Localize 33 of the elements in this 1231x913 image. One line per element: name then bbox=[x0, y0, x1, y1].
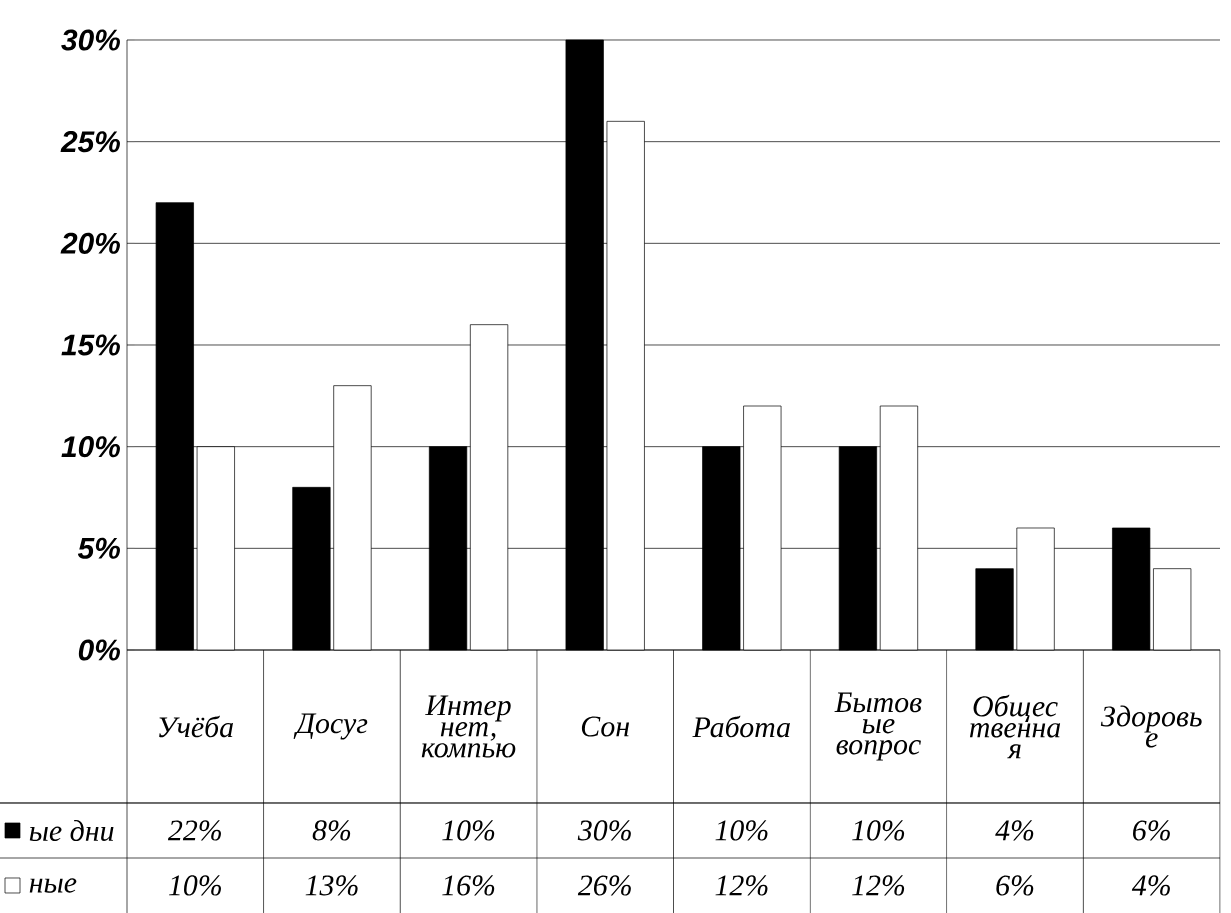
data-label: 12% bbox=[852, 875, 905, 896]
x-tick-label: Учёба bbox=[159, 715, 233, 738]
data-label: 6% bbox=[996, 875, 1034, 896]
y-tick-label: 30% bbox=[61, 29, 120, 51]
x-tick-label: Работа bbox=[692, 715, 790, 738]
legend-label: ые дни bbox=[29, 819, 114, 842]
y-tick-label: 15% bbox=[61, 334, 120, 356]
x-tick-label: Бытов ые вопрос bbox=[834, 692, 922, 761]
data-label: 4% bbox=[995, 820, 1034, 841]
data-label: 10% bbox=[852, 820, 905, 841]
y-tick-label: 20% bbox=[60, 232, 120, 254]
data-label: 4% bbox=[1131, 875, 1170, 896]
x-tick-label: Интер нет, компью bbox=[421, 695, 516, 758]
y-tick-label: 25% bbox=[60, 131, 120, 153]
y-tick-label: 5% bbox=[77, 537, 120, 559]
data-label: 8% bbox=[312, 820, 351, 841]
legend-label: ные bbox=[29, 878, 77, 893]
x-tick-label: Общес твенна я bbox=[969, 694, 1061, 759]
data-label: 16% bbox=[442, 875, 495, 896]
data-label: 10% bbox=[169, 875, 221, 896]
data-label: 26% bbox=[577, 875, 631, 896]
y-tick-label: 0% bbox=[78, 639, 120, 661]
x-tick-label: Здоровь е bbox=[1100, 705, 1202, 748]
data-label: 6% bbox=[1133, 820, 1170, 841]
data-label: 22% bbox=[167, 820, 221, 841]
data-label: 10% bbox=[442, 820, 495, 841]
x-tick-label: Сон bbox=[581, 716, 630, 737]
data-label: 10% bbox=[715, 820, 768, 841]
data-label: 12% bbox=[715, 875, 768, 896]
x-tick-label: Досуг bbox=[293, 713, 368, 740]
data-label: 30% bbox=[577, 820, 631, 841]
data-label: 13% bbox=[305, 875, 358, 896]
y-tick-label: 10% bbox=[61, 436, 120, 458]
